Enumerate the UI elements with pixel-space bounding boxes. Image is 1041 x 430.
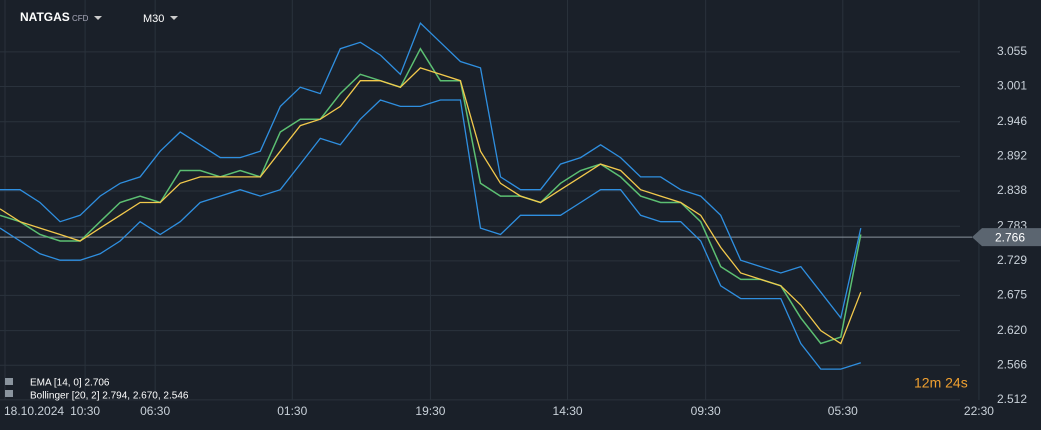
y-tick-label: 3.001 <box>997 79 1027 93</box>
indicator-label: EMA [14, 0] 2.706 <box>30 378 110 389</box>
y-tick-label: 2.729 <box>997 253 1027 267</box>
y-tick-label: 2.892 <box>997 149 1027 163</box>
y-tick-label: 2.620 <box>997 323 1027 337</box>
x-tick-label: 10:30 <box>70 404 100 418</box>
y-tick-label: 3.055 <box>997 44 1027 58</box>
indicator-icon <box>5 390 13 397</box>
series-line <box>0 21 862 320</box>
y-tick-label: 2.675 <box>997 288 1027 302</box>
y-tick-label: 2.838 <box>997 183 1027 197</box>
series-line <box>0 47 862 345</box>
timer: 12m 24s <box>914 375 968 391</box>
x-tick-label: 18.10.2024 <box>4 404 64 418</box>
x-tick-label: 09:30 <box>691 404 721 418</box>
price-tag <box>972 228 1041 247</box>
symbol[interactable]: NATGAS <box>20 10 70 24</box>
price-label: 2.766 <box>995 230 1025 244</box>
dropdown-arrow[interactable] <box>94 16 102 20</box>
y-tick-label: 2.512 <box>997 392 1027 406</box>
y-tick-label: 2.946 <box>997 114 1027 128</box>
series-line <box>0 99 861 370</box>
indicator-label: Bollinger [20, 2] 2.794, 2.670, 2.546 <box>30 391 189 402</box>
x-tick-label: 19:30 <box>415 404 445 418</box>
instrument: CFD <box>72 14 89 23</box>
x-tick-label: 01:30 <box>277 404 307 418</box>
indicator-icon <box>5 378 13 385</box>
x-tick-label: 22:30 <box>964 404 994 418</box>
x-tick-label: 14:30 <box>553 404 583 418</box>
dropdown-arrow[interactable] <box>170 16 178 20</box>
series-line <box>0 67 862 345</box>
x-tick-label: 05:30 <box>828 404 858 418</box>
timeframe[interactable]: M30 <box>143 13 164 25</box>
x-tick-label: 06:30 <box>140 404 170 418</box>
y-tick-label: 2.566 <box>997 357 1027 371</box>
